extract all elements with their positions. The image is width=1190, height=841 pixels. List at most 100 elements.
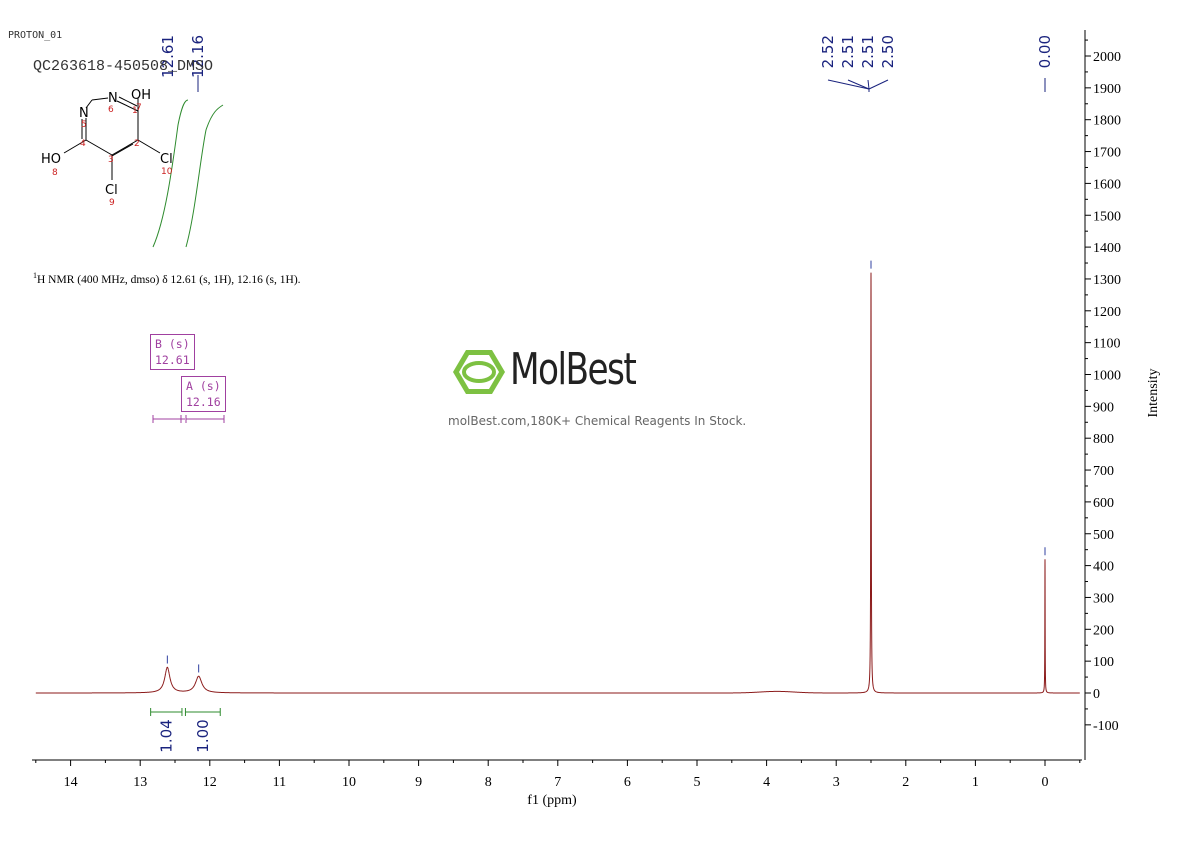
nucleus-superscript: 1 bbox=[33, 271, 37, 280]
x-tick-label: 13 bbox=[133, 775, 147, 790]
peak-label: 2.52 bbox=[819, 35, 837, 68]
bond bbox=[116, 100, 139, 112]
peak-range-lines bbox=[152, 415, 225, 423]
peak-box-b-label: B (s) bbox=[155, 337, 190, 351]
peak-box-a: A (s) 12.16 bbox=[181, 376, 226, 412]
x-tick-label: 0 bbox=[1042, 775, 1049, 790]
x-tick-label: 10 bbox=[342, 775, 356, 790]
watermark-logo: MolBest bbox=[510, 344, 637, 395]
peak-label: 12.61 bbox=[159, 35, 177, 78]
x-tick-label: 6 bbox=[624, 775, 631, 790]
y-tick-label: 1200 bbox=[1093, 305, 1121, 320]
y-tick-label: 1100 bbox=[1093, 337, 1120, 352]
bond bbox=[118, 96, 138, 107]
integral-value: 1.04 bbox=[157, 719, 175, 752]
y-tick-label: 800 bbox=[1093, 432, 1114, 447]
y-tick-label: 200 bbox=[1093, 623, 1114, 638]
x-axis-label: f1 (ppm) bbox=[527, 793, 577, 808]
y-tick-label: 1800 bbox=[1093, 114, 1121, 129]
y-tick-label: 1300 bbox=[1093, 273, 1121, 288]
nmr-summary-body: H NMR (400 MHz, dmso) δ 12.61 (s, 1H), 1… bbox=[37, 273, 301, 286]
bond bbox=[137, 139, 161, 154]
peak-box-a-label: A (s) bbox=[186, 379, 221, 393]
peak-label: 0.00 bbox=[1036, 35, 1054, 68]
molecule-structure: N 6 N 5 OH 7 HO 8 Cl 10 Cl 9 1 2 3 4 bbox=[41, 88, 173, 208]
y-tick-label: 1000 bbox=[1093, 369, 1121, 384]
atom-ho8-num: 8 bbox=[52, 168, 58, 178]
x-tick-label: 5 bbox=[694, 775, 701, 790]
bond bbox=[111, 139, 139, 156]
atom-n5: N bbox=[79, 106, 89, 121]
x-tick-label: 7 bbox=[554, 775, 561, 790]
bond bbox=[85, 139, 113, 156]
y-tick-label: 500 bbox=[1093, 528, 1114, 543]
integral-value: 1.00 bbox=[194, 719, 212, 752]
peak-label-leader bbox=[868, 79, 889, 90]
peak-marker-group bbox=[166, 260, 1046, 673]
y-tick-label: 900 bbox=[1093, 400, 1114, 415]
atom-n5-num: 5 bbox=[81, 120, 87, 130]
sample-name: QC263618-450508_DMSO bbox=[33, 58, 214, 75]
peak-label-leader bbox=[827, 79, 870, 90]
logo-ring bbox=[462, 361, 496, 383]
atom-oh7-num: 7 bbox=[136, 103, 142, 113]
ring-num-4: 4 bbox=[80, 139, 86, 149]
integral-curves bbox=[152, 99, 224, 248]
watermark-tagline: molBest.com,180K+ Chemical Reagents In S… bbox=[448, 414, 747, 428]
y-tick-label: 1700 bbox=[1093, 146, 1121, 161]
atom-cl9: Cl bbox=[105, 183, 118, 198]
y-tick-label: 600 bbox=[1093, 496, 1114, 511]
atom-n6-num: 6 bbox=[108, 105, 114, 115]
integral-curve-1 bbox=[152, 99, 189, 248]
y-tick-label: 1400 bbox=[1093, 241, 1121, 256]
y-tick-label: 700 bbox=[1093, 464, 1114, 479]
y-tick-label: 1500 bbox=[1093, 209, 1121, 224]
y-tick-label: 2000 bbox=[1093, 50, 1121, 65]
ring-num-1: 1 bbox=[132, 106, 138, 116]
peak-box-a-value: 12.16 bbox=[186, 395, 221, 409]
y-tick-label: 400 bbox=[1093, 560, 1114, 575]
y-tick-label: 1600 bbox=[1093, 177, 1121, 192]
atom-cl10: Cl bbox=[160, 152, 173, 167]
y-tick-label: 300 bbox=[1093, 591, 1114, 606]
peak-label-leader bbox=[847, 79, 870, 90]
y-tick-group: -100 0 100 200 300 400 500 600 700 800 900 1000 1100… bbox=[1085, 39, 1121, 734]
atom-oh7: OH bbox=[131, 88, 151, 103]
integral-curve-2 bbox=[185, 104, 224, 248]
atom-cl10-num: 10 bbox=[161, 167, 173, 177]
peak-label: 12.16 bbox=[189, 35, 207, 78]
x-tick-label: 4 bbox=[763, 775, 770, 790]
bond bbox=[63, 139, 87, 154]
peak-label: 2.51 bbox=[859, 35, 877, 68]
peak-label: 2.51 bbox=[839, 35, 857, 68]
y-axis-label: Intensity bbox=[1146, 369, 1161, 418]
ring-num-3: 3 bbox=[108, 155, 114, 165]
molbest-logo-icon bbox=[453, 350, 505, 394]
x-tick-group: 14 13 12 11 10 9 8 7 6 5 4 3 2 1 0 bbox=[35, 760, 1081, 790]
peak-box-b: B (s) 12.61 bbox=[150, 334, 195, 370]
y-tick-label: 0 bbox=[1093, 687, 1100, 702]
x-tick-label: 8 bbox=[485, 775, 492, 790]
y-tick-label: 1900 bbox=[1093, 82, 1121, 97]
x-tick-label: 1 bbox=[972, 775, 979, 790]
x-tick-label: 9 bbox=[415, 775, 422, 790]
bond bbox=[91, 97, 109, 101]
y-tick-label: -100 bbox=[1093, 719, 1119, 734]
x-tick-label: 3 bbox=[833, 775, 840, 790]
peak-label-group: 12.61 12.16 2.52 2.51 2.51 2.50 0.00 bbox=[159, 35, 1054, 92]
nmr-summary-text: 1H NMR (400 MHz, dmso) δ 12.61 (s, 1H), … bbox=[33, 271, 301, 286]
ring-num-2: 2 bbox=[134, 139, 140, 149]
x-tick-label: 12 bbox=[203, 775, 217, 790]
spectrum-line bbox=[35, 272, 1080, 694]
x-tick-label: 2 bbox=[902, 775, 909, 790]
integral-bracket-group: 1.04 1.00 bbox=[150, 708, 221, 753]
atom-ho8: HO bbox=[41, 152, 61, 167]
atom-cl9-num: 9 bbox=[109, 198, 115, 208]
x-tick-label: 11 bbox=[273, 775, 286, 790]
peak-label-leader bbox=[867, 79, 870, 90]
peak-box-b-value: 12.61 bbox=[155, 353, 190, 367]
x-tick-label: 14 bbox=[64, 775, 78, 790]
y-tick-label: 100 bbox=[1093, 655, 1114, 670]
bond bbox=[111, 143, 134, 157]
